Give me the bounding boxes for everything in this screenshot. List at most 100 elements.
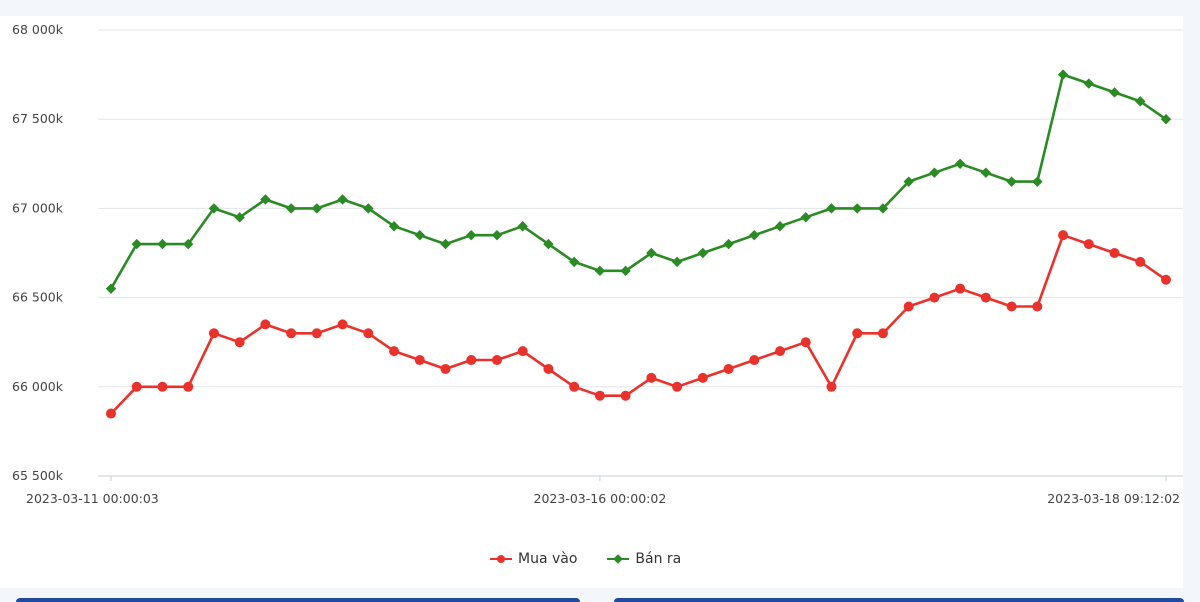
- data-point-sell: [749, 229, 760, 241]
- data-point-buy: [800, 337, 811, 348]
- data-point-buy: [1135, 256, 1146, 267]
- data-point-sell: [568, 256, 580, 268]
- data-point-buy: [955, 283, 966, 294]
- data-point-sell: [954, 158, 966, 169]
- data-point-sell: [852, 203, 863, 214]
- data-point-buy: [852, 328, 863, 339]
- data-point-sell: [234, 212, 245, 223]
- data-point-buy: [466, 355, 477, 366]
- data-point-buy: [826, 381, 837, 392]
- data-point-buy: [131, 381, 142, 392]
- data-point-sell: [903, 176, 914, 187]
- data-point-sell: [671, 256, 683, 268]
- y-tick-label: 67 500k: [12, 111, 64, 126]
- data-point-buy: [363, 328, 374, 339]
- data-point-buy: [672, 381, 683, 392]
- data-point-buy: [646, 372, 657, 383]
- legend-item-buy[interactable]: Mua vào: [490, 551, 577, 567]
- data-point-buy: [1083, 239, 1094, 250]
- legend-sell-swatch-icon: [607, 553, 630, 565]
- legend-item-sell[interactable]: Bán ra: [607, 551, 681, 567]
- data-point-buy: [569, 381, 580, 392]
- data-point-sell: [131, 238, 142, 250]
- data-point-sell: [1057, 69, 1069, 80]
- data-point-buy: [903, 301, 914, 312]
- data-point-buy: [697, 372, 708, 383]
- data-point-buy: [208, 328, 219, 339]
- data-point-sell: [105, 283, 117, 294]
- data-point-buy: [1109, 248, 1120, 258]
- data-point-buy: [234, 337, 245, 348]
- data-point-buy: [491, 355, 502, 366]
- data-point-sell: [208, 203, 220, 214]
- y-tick-label: 67 000k: [12, 200, 64, 215]
- data-point-sell: [1135, 96, 1146, 107]
- legend-buy-label: Mua vào: [518, 551, 578, 567]
- data-point-sell: [414, 229, 425, 241]
- bottom-card-left-edge: [16, 598, 580, 602]
- data-point-sell: [929, 167, 940, 178]
- data-point-sell: [980, 167, 992, 178]
- data-point-buy: [1006, 301, 1017, 312]
- data-point-sell: [826, 203, 837, 214]
- data-point-buy: [980, 292, 991, 303]
- data-point-sell: [363, 203, 374, 214]
- data-point-sell: [517, 221, 528, 232]
- data-point-sell: [723, 238, 734, 250]
- data-point-buy: [260, 319, 271, 330]
- data-point-sell: [466, 229, 477, 241]
- data-point-sell: [388, 221, 400, 232]
- x-tick-label: 2023-03-11 00:00:03: [26, 491, 159, 506]
- chart-legend: Mua vào Bán ra: [490, 551, 681, 567]
- data-point-buy: [286, 328, 297, 339]
- data-point-buy: [594, 390, 605, 401]
- y-tick-label: 66 000k: [12, 379, 64, 394]
- data-point-sell: [337, 194, 348, 205]
- data-point-buy: [620, 390, 631, 401]
- data-point-buy: [929, 292, 940, 303]
- data-point-buy: [877, 328, 888, 339]
- data-point-sell: [1160, 114, 1172, 125]
- data-point-sell: [1083, 78, 1095, 89]
- y-tick-label: 66 500k: [12, 290, 64, 305]
- data-point-buy: [1032, 301, 1043, 312]
- data-point-sell: [620, 265, 631, 277]
- data-point-buy: [311, 328, 322, 339]
- data-point-sell: [491, 229, 503, 241]
- x-tick-label: 2023-03-18 09:12:02: [1047, 491, 1180, 506]
- data-point-sell: [543, 238, 554, 250]
- data-point-buy: [337, 319, 348, 330]
- price-line-chart: 65 500k 66 000k 66 500k 67 000k 67 500k 68 00…: [12, 22, 1183, 506]
- data-point-sell: [877, 203, 889, 214]
- data-point-buy: [1161, 274, 1171, 285]
- data-point-buy: [749, 355, 760, 366]
- legend-sell-label: Bán ra: [635, 551, 682, 567]
- legend-buy-swatch-icon: [490, 553, 512, 565]
- data-point-sell: [646, 247, 657, 259]
- data-point-sell: [1006, 176, 1017, 187]
- data-point-buy: [414, 355, 425, 366]
- data-point-sell: [182, 238, 194, 250]
- x-tick-label: 2023-03-16 00:00:02: [534, 491, 667, 506]
- data-point-sell: [594, 265, 606, 277]
- data-point-sell: [800, 212, 811, 223]
- y-tick-label: 65 500k: [12, 468, 64, 483]
- data-point-sell: [697, 247, 709, 259]
- data-point-sell: [1109, 87, 1120, 98]
- series-line: [109, 73, 1167, 290]
- data-point-sell: [285, 203, 297, 214]
- data-point-sell: [440, 238, 451, 250]
- data-point-buy: [517, 346, 528, 357]
- data-point-buy: [775, 346, 786, 357]
- data-point-buy: [440, 363, 451, 374]
- data-point-buy: [723, 363, 734, 374]
- data-point-sell: [774, 221, 786, 232]
- bottom-card-right-edge: [614, 598, 1184, 602]
- data-point-sell: [260, 194, 271, 205]
- data-point-buy: [157, 381, 168, 392]
- data-point-buy: [183, 381, 194, 392]
- data-point-buy: [106, 408, 116, 419]
- data-point-buy: [389, 346, 400, 357]
- data-point-buy: [543, 363, 554, 374]
- y-tick-label: 68 000k: [12, 22, 64, 37]
